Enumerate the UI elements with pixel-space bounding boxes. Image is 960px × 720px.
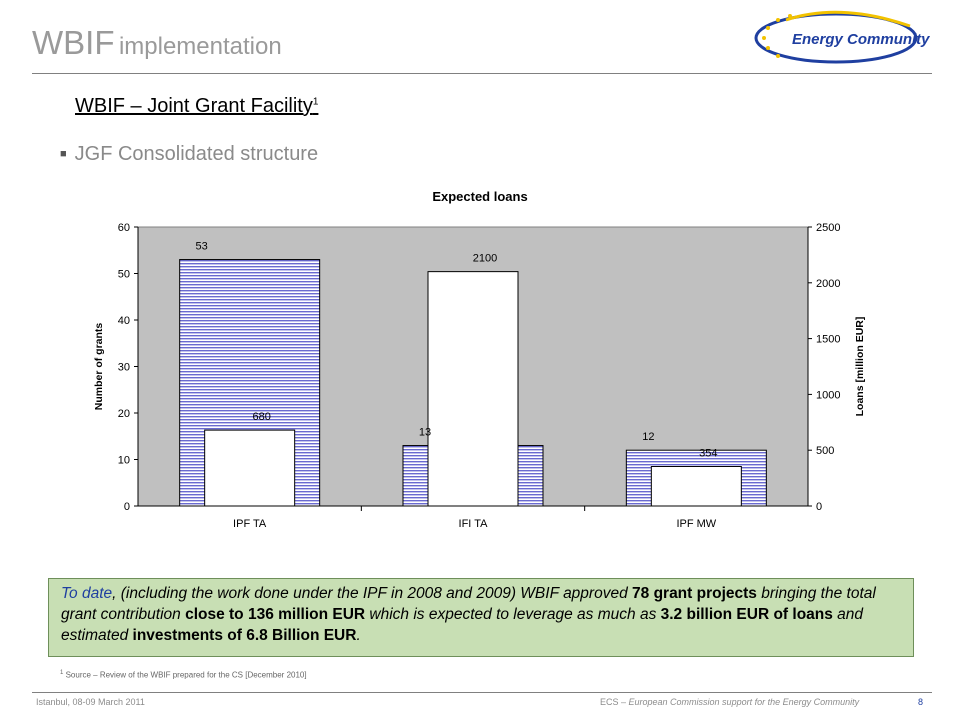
y-tick-label-right: 1500 bbox=[816, 334, 840, 346]
y-tick-label-left: 20 bbox=[118, 408, 130, 420]
data-label-loans: 2100 bbox=[473, 253, 497, 265]
y-axis-label-right: Loans [million EUR] bbox=[854, 317, 866, 417]
energy-community-logo: Energy Community bbox=[754, 10, 930, 64]
data-label-grants: 53 bbox=[196, 241, 208, 253]
y-tick-label-right: 1000 bbox=[816, 389, 840, 401]
expected-loans-chart: Expected loans 53 680 IPF TA 13 2100 IFI TA 12 3… bbox=[93, 189, 866, 530]
note-part-6: . bbox=[356, 627, 361, 644]
header-divider bbox=[32, 73, 932, 74]
y-tick-label-left: 30 bbox=[118, 362, 130, 374]
footnote: 1 Source – Review of the WBIF prepared f… bbox=[60, 670, 307, 680]
slide-title: WBIF implementation bbox=[32, 24, 282, 62]
logo-text: Energy Community bbox=[792, 31, 930, 48]
data-label-grants: 12 bbox=[642, 431, 654, 443]
bullet-text: JGF Consolidated structure bbox=[74, 143, 319, 165]
title-main: WBIF bbox=[32, 24, 115, 61]
bar-loans bbox=[650, 465, 742, 507]
note-loans: 3.2 billion EUR of loans bbox=[660, 606, 833, 623]
note-part-5: and estimated bbox=[61, 606, 864, 644]
y-tick-label-right: 2500 bbox=[816, 222, 840, 234]
footer-org-name: European Commission support for the Ener… bbox=[628, 697, 860, 707]
data-label-grants: 13 bbox=[419, 427, 431, 439]
y-tick-label-left: 10 bbox=[118, 455, 130, 467]
data-label-loans: 354 bbox=[699, 447, 717, 459]
section-subtitle: WBIF – Joint Grant Facility1 bbox=[75, 95, 318, 118]
footnote-text: Source – Review of the WBIF prepared for… bbox=[65, 670, 307, 680]
category-label: IFI TA bbox=[459, 518, 489, 530]
y-tick-label-left: 0 bbox=[124, 501, 130, 513]
square-bullet-icon: ■ bbox=[60, 148, 67, 160]
page-number: 8 bbox=[918, 697, 924, 707]
y-tick-label-right: 0 bbox=[816, 501, 822, 513]
note-investments: investments of 6.8 Billion EUR bbox=[132, 627, 357, 644]
footer-organization: ECS – European Commission support for th… bbox=[600, 697, 859, 707]
footer-divider bbox=[32, 692, 932, 693]
note-part-4: which is expected to leverage as much as bbox=[365, 606, 661, 623]
bullet-item: ■ JGF Consolidated structure bbox=[60, 143, 318, 166]
bar-loans bbox=[204, 429, 296, 507]
bar-loans bbox=[427, 271, 519, 507]
subtitle-footnote-ref: 1 bbox=[312, 96, 319, 108]
y-tick-label-left: 60 bbox=[118, 222, 130, 234]
y-tick-label-left: 40 bbox=[118, 315, 130, 327]
note-grant-projects: 78 grant projects bbox=[632, 585, 757, 602]
data-label-loans: 680 bbox=[252, 411, 270, 423]
footer-location-date: Istanbul, 08-09 March 2011 bbox=[36, 697, 145, 707]
note-part-3: bringing the total grant contribution bbox=[61, 585, 876, 623]
category-label: IPF TA bbox=[233, 518, 267, 530]
note-grant-contribution: close to 136 million EUR bbox=[185, 606, 366, 623]
footnote-mark: 1 bbox=[60, 670, 64, 676]
category-label: IPF MW bbox=[676, 518, 716, 530]
note-to-date: To date bbox=[61, 585, 113, 602]
y-axis-label-left: Number of grants bbox=[93, 323, 105, 411]
note-part-2: , (including the work done under the IPF… bbox=[112, 585, 633, 602]
footer-org-prefix: ECS – bbox=[600, 697, 629, 707]
y-tick-label-right: 2000 bbox=[816, 278, 840, 290]
subtitle-text: WBIF – Joint Grant Facility bbox=[75, 95, 313, 117]
chart-title: Expected loans bbox=[432, 189, 527, 204]
summary-note: To date, (including the work done under … bbox=[48, 578, 914, 657]
y-tick-label-left: 50 bbox=[118, 269, 130, 281]
y-tick-label-right: 500 bbox=[816, 445, 834, 457]
title-rest: implementation bbox=[118, 33, 282, 60]
